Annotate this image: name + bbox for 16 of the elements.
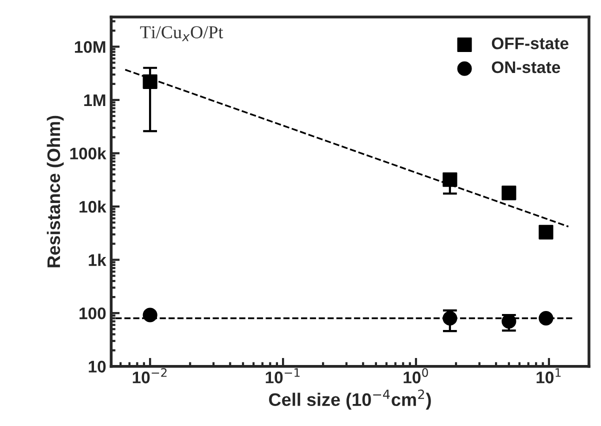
legend-label: ON-state (492, 61, 560, 74)
y-tick-label: 100 (80, 307, 106, 320)
x-tick-label: 10$^{−1}$ (266, 368, 300, 384)
x-tick-label: 10$^{−2}$ (132, 368, 167, 384)
y-tick-label: 10k (80, 200, 106, 213)
x-tick-label: 10$^{0}$ (404, 368, 428, 384)
y-tick-label: 10 (88, 360, 106, 373)
y-tick-label: 100k (70, 147, 106, 160)
x-tick-label: 10$^{1}$ (536, 368, 561, 384)
annotation: Ti/Cu$_{x}$O/Pt (140, 26, 224, 42)
legend-label: OFF-state (492, 37, 568, 50)
y-tick-label: 10M (74, 41, 106, 53)
y-axis-title: Resistance (Ohm) (46, 116, 64, 268)
y-tick-label: 1M (84, 94, 106, 106)
y-tick-label: 1k (88, 254, 106, 266)
x-axis-title: Cell size (10$^{−4}$cm$^{2}$) (269, 390, 431, 410)
